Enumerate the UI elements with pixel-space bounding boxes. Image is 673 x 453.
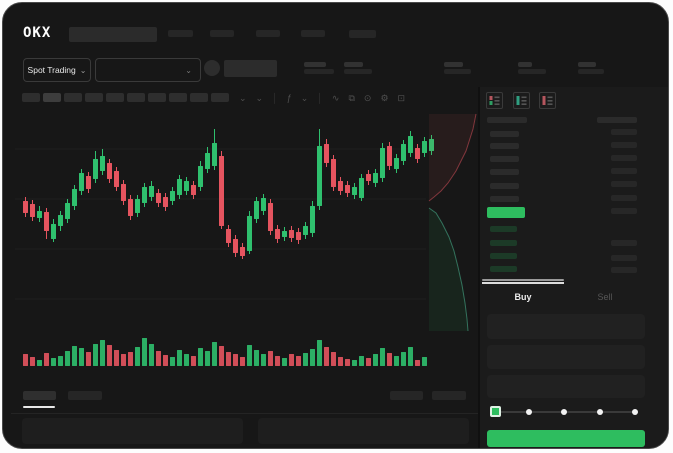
candle-style-icon[interactable]: ⌄	[239, 93, 247, 103]
indicators-fx-icon[interactable]: ƒ	[286, 93, 292, 103]
slider-stop-1[interactable]	[525, 409, 532, 415]
trading-app-window: OKX Spot Trading ⌄ ⌄ ⌄ ⌄ │ ƒ	[2, 2, 669, 449]
settings-gear-icon[interactable]: ⚙	[380, 93, 389, 103]
nav-item-4[interactable]	[301, 30, 325, 37]
ticker-stat-value	[304, 69, 334, 74]
timeframe-button[interactable]	[85, 93, 103, 102]
orderbook-ask-row[interactable]	[490, 143, 519, 149]
timeframe-button[interactable]	[127, 93, 145, 102]
market-type-label: Spot Trading	[27, 65, 76, 75]
orderbook-last-price-bar[interactable]	[487, 207, 525, 218]
orderbook-bid-row[interactable]	[490, 253, 517, 259]
slider-stop-3[interactable]	[596, 409, 603, 415]
chevron-down-icon: ⌄	[185, 65, 192, 75]
open-orders-panel	[22, 418, 243, 444]
orderbook-mode-asks-icon[interactable]	[539, 92, 556, 109]
orderbook-amount-bar	[611, 129, 637, 135]
market-type-selector[interactable]: Spot Trading ⌄	[23, 58, 91, 82]
ticker-stat-value	[444, 69, 471, 74]
orderbook-header-bar	[597, 117, 637, 123]
ticker-stat-label	[344, 62, 363, 67]
slider-stop-0[interactable]	[490, 406, 501, 417]
nav-item-3[interactable]	[256, 30, 280, 37]
orderbook-ask-row[interactable]	[490, 196, 519, 202]
orderbook-ask-row[interactable]	[490, 183, 519, 189]
orderbook-amount-bar	[611, 267, 637, 273]
ticker-stat-label	[304, 62, 326, 67]
timeframe-button[interactable]	[169, 93, 187, 102]
timeframe-button[interactable]	[190, 93, 208, 102]
chevron-down-icon: ⌄	[79, 65, 87, 75]
ticker-stat-value	[344, 69, 372, 74]
compare-icon[interactable]: ⧉	[348, 93, 355, 103]
pair-selector-dropdown[interactable]: ⌄	[95, 58, 201, 82]
bottom-divider	[11, 413, 478, 414]
timeframe-button[interactable]	[43, 93, 61, 102]
orderbook-amount-bar	[611, 181, 637, 187]
bottom-action-2[interactable]	[432, 391, 466, 400]
amount-input[interactable]	[487, 345, 645, 369]
orderbook-amount-bar	[611, 255, 637, 261]
orderbook-header-bar	[487, 117, 527, 123]
orderbook-bid-row[interactable]	[490, 240, 517, 246]
slider-stop-4[interactable]	[632, 409, 638, 415]
bottom-action-1[interactable]	[390, 391, 423, 400]
orderbook-mode-both-icon[interactable]	[486, 92, 503, 109]
orderbook-amount-bar	[611, 208, 637, 214]
timeframe-button[interactable]	[22, 93, 40, 102]
logo[interactable]: OKX	[23, 25, 52, 41]
timeframe-button[interactable]	[211, 93, 229, 102]
orderbook-ask-row[interactable]	[490, 169, 519, 175]
ticker-stat-label	[578, 62, 596, 67]
ticker-stat-value	[578, 69, 604, 74]
camera-icon[interactable]: ⊙	[363, 93, 372, 103]
ticker-stat-label	[444, 62, 463, 67]
search-placeholder[interactable]	[69, 27, 157, 42]
orderbook-amount-bar	[611, 240, 637, 246]
timeframe-button[interactable]	[148, 93, 166, 102]
pair-name-placeholder	[224, 60, 277, 77]
orderbook-mode-bids-icon[interactable]	[513, 92, 530, 109]
fullscreen-icon[interactable]: ⊡	[397, 93, 406, 103]
orderbook-scrollbar[interactable]	[482, 279, 564, 281]
total-input[interactable]	[487, 375, 645, 398]
nav-item-1[interactable]	[168, 30, 193, 37]
slider-stop-2[interactable]	[561, 409, 567, 415]
bottom-tab-1[interactable]	[23, 391, 56, 400]
timeframe-button[interactable]	[106, 93, 124, 102]
chart-toolbar-icons: ⌄ ⌄ │ ƒ ⌄ │ ∿ ⧉ ⊙ ⚙ ⊡	[239, 92, 405, 104]
ticker-stat-label	[518, 62, 532, 67]
orderbook-ask-row[interactable]	[490, 131, 519, 137]
orderbook-ask-row[interactable]	[490, 156, 519, 162]
orderbook-bid-row[interactable]	[490, 226, 517, 232]
ticker-stat-value	[518, 69, 546, 74]
tab-sell[interactable]: Sell	[597, 292, 613, 302]
orderbook-amount-bar	[611, 155, 637, 161]
bottom-tab-indicator	[23, 406, 55, 408]
orderbook-amount-bar	[611, 142, 637, 148]
tab-buy[interactable]: Buy	[514, 292, 532, 302]
chevron-down-icon[interactable]: ⌄	[300, 93, 309, 103]
nav-item-5[interactable]	[349, 30, 376, 38]
chevron-down-icon[interactable]: ⌄	[255, 93, 264, 103]
orderbook-amount-bar	[611, 195, 637, 201]
coin-avatar	[204, 60, 220, 76]
toolbar-divider: │	[272, 93, 278, 103]
line-tools-icon[interactable]: ∿	[331, 93, 340, 103]
orderbook-amount-bar	[611, 168, 637, 174]
price-input[interactable]	[487, 314, 645, 339]
order-history-panel	[258, 418, 469, 444]
bottom-tab-2[interactable]	[68, 391, 102, 400]
buy-tab-indicator	[482, 282, 564, 284]
panel-divider	[478, 87, 480, 448]
buy-submit-button[interactable]	[487, 430, 645, 447]
nav-item-2[interactable]	[210, 30, 234, 37]
orderbook-bid-row[interactable]	[490, 266, 517, 272]
timeframe-button[interactable]	[64, 93, 82, 102]
toolbar-divider: │	[317, 93, 323, 103]
